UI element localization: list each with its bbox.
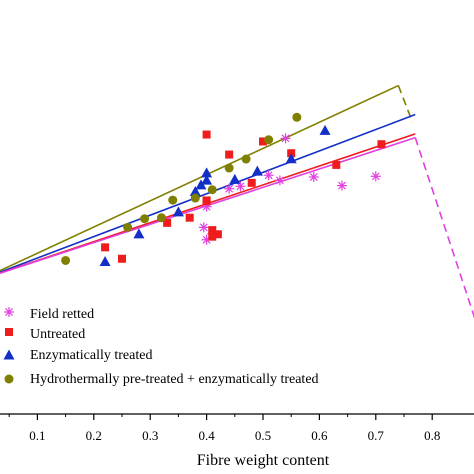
data-point	[224, 183, 235, 194]
data-point	[224, 163, 234, 173]
legend-entry: Field retted	[4, 307, 94, 322]
model-lines	[0, 84, 474, 319]
x-tick-label: 0.2	[86, 428, 102, 443]
data-point	[163, 218, 172, 227]
data-point	[202, 196, 211, 205]
data-point	[332, 160, 341, 169]
data-point	[247, 178, 256, 187]
data-point	[99, 256, 111, 267]
data-point	[202, 130, 211, 139]
legend-symbol	[3, 349, 15, 360]
data-point	[225, 150, 234, 159]
data-point	[251, 165, 263, 176]
series-field-retted	[198, 133, 381, 245]
legend-label-enzymatically-treated: Enzymatically treated	[30, 348, 152, 363]
data-point	[264, 135, 274, 145]
data-point	[285, 153, 297, 164]
series-enzymatically-treated	[99, 124, 331, 267]
data-point	[287, 149, 296, 158]
legend-marker-untreated	[5, 328, 13, 336]
data-points	[61, 112, 386, 267]
data-point	[370, 171, 381, 182]
data-point	[195, 179, 207, 190]
data-point	[292, 112, 302, 122]
data-point	[123, 222, 133, 232]
x-tick-label: 0.8	[424, 428, 440, 443]
data-point	[235, 181, 246, 192]
data-point	[336, 180, 347, 191]
data-point	[118, 254, 126, 263]
data-point	[241, 154, 251, 164]
data-point	[208, 226, 217, 235]
data-point	[168, 195, 178, 205]
legend-label-hydrothermal-enzymatic: Hydrothermally pre-treated + enzymatical…	[30, 372, 319, 387]
data-point	[198, 222, 209, 233]
data-point	[140, 214, 150, 224]
model-line-dashed-3	[414, 137, 474, 319]
legend: Field retted Untreated Enzymatically tre…	[3, 307, 319, 387]
data-point	[207, 185, 217, 195]
legend-symbol	[4, 307, 14, 317]
data-point	[280, 133, 291, 144]
data-point	[133, 228, 145, 239]
data-point	[201, 167, 213, 178]
data-point	[308, 171, 319, 182]
legend-label-field-retted: Field retted	[30, 307, 94, 322]
data-point	[190, 193, 200, 203]
data-point	[319, 124, 331, 135]
data-point	[201, 174, 213, 185]
data-point	[101, 243, 110, 252]
legend-symbol	[5, 328, 13, 336]
data-point	[263, 170, 274, 181]
data-point	[259, 137, 267, 146]
data-point	[377, 140, 386, 149]
series-hydrothermally-pre-treated-enzymatically-treated	[61, 112, 302, 265]
legend-marker-hydrothermal-enzymatic	[4, 374, 14, 384]
x-tick-label: 0.7	[368, 428, 385, 443]
data-point	[274, 175, 285, 186]
x-ticks: 0.1 0.2 0.3 0.4 0.5 0.6 0.7 0.8	[8, 414, 440, 443]
x-tick-label: 0.3	[142, 428, 158, 443]
legend-entry: Hydrothermally pre-treated + enzymatical…	[4, 372, 319, 387]
data-point	[208, 232, 217, 241]
legend-entry: Untreated	[5, 327, 85, 342]
x-axis-label: Fibre weight content	[197, 452, 330, 469]
data-point	[229, 173, 241, 184]
data-point	[172, 206, 184, 217]
legend-marker-field-retted	[4, 307, 14, 317]
data-point	[189, 185, 201, 196]
data-point	[156, 213, 166, 223]
legend-symbol	[4, 374, 14, 384]
x-tick-label: 0.1	[29, 428, 45, 443]
legend-label-untreated: Untreated	[30, 327, 85, 342]
legend-marker-enzymatically-treated	[3, 349, 15, 360]
series-untreated	[101, 130, 386, 263]
x-tick-label: 0.5	[255, 428, 271, 443]
data-point	[185, 213, 194, 222]
model-line-3	[0, 136, 416, 275]
x-tick-label: 0.6	[311, 428, 328, 443]
x-tick-label: 0.4	[198, 428, 215, 443]
data-point	[61, 255, 71, 265]
model-line-0	[0, 84, 399, 272]
legend-entry: Enzymatically treated	[3, 348, 152, 363]
data-point	[213, 230, 222, 239]
